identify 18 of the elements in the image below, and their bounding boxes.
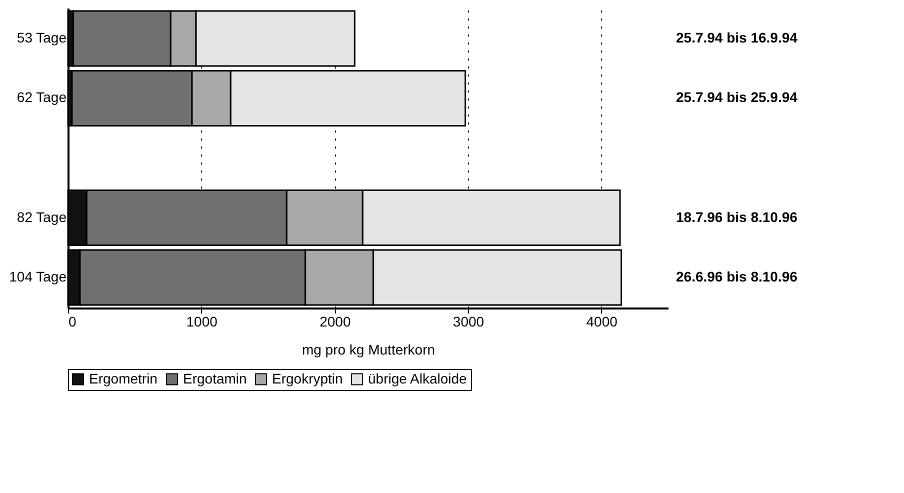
y-tick-label: 104 Tage bbox=[9, 268, 67, 285]
text: 25.7.94 bis 16.9.94 bbox=[676, 29, 798, 46]
x-tick-label: 0 bbox=[68, 314, 76, 330]
legend-label: Ergokryptin bbox=[272, 370, 343, 386]
x-axis-title: mg pro kg Mutterkorn bbox=[302, 342, 436, 358]
x-tick-label: 1000 bbox=[186, 314, 218, 330]
x-tick-label: 2000 bbox=[320, 314, 351, 330]
legend-label: Ergometrin bbox=[89, 370, 158, 386]
text: 18.7.96 bis 8.10.96 bbox=[676, 208, 798, 225]
y-tick-label: 62 Tage bbox=[16, 89, 67, 106]
text: 26.6.96 bis 8.10.96 bbox=[676, 268, 798, 285]
x-tick-label: 4000 bbox=[586, 314, 618, 330]
legend-label: Ergotamin bbox=[183, 370, 247, 386]
y-tick-label: 82 Tage bbox=[16, 208, 67, 225]
x-tick-label: 3000 bbox=[452, 314, 484, 330]
text: 25.7.94 bis 25.9.94 bbox=[676, 89, 798, 106]
y-tick-label: 53 Tage bbox=[16, 29, 67, 46]
legend-label: übrige Alkaloide bbox=[368, 370, 468, 386]
